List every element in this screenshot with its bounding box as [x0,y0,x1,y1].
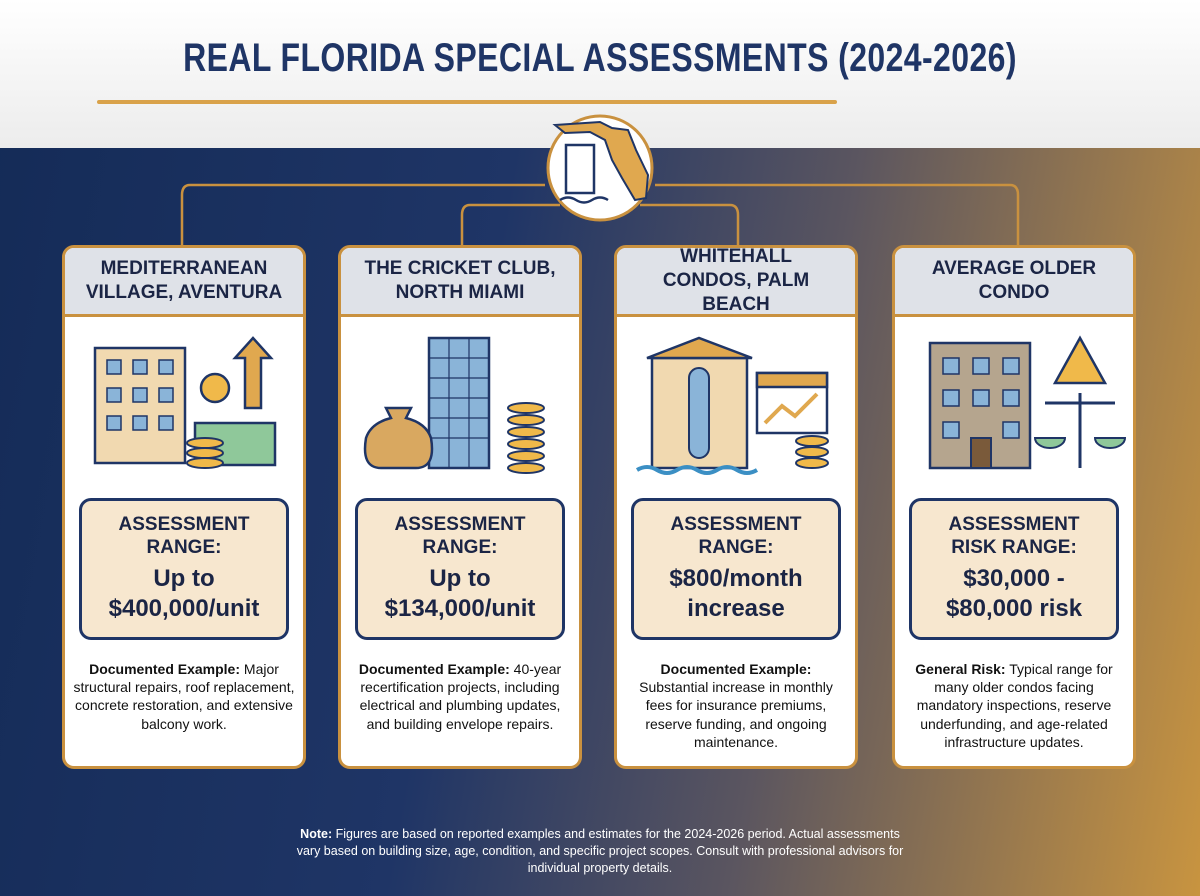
card: WHITEHALL CONDOS, PALM BEACH ASSESSMENT R… [614,245,858,769]
card-name: AVERAGE OLDER CONDO [895,248,1133,317]
range-value: $800/month increase [669,564,803,622]
card-icon [928,335,1127,470]
card-icon [635,336,829,475]
example-label: Documented Example: [358,661,510,677]
range-box: ASSESSMENT RANGE: Up to $134,000/unit [355,498,565,640]
range-label: ASSESSMENT RISK RANGE: [948,514,1080,558]
range-value: Up to $134,000/unit [384,564,536,622]
card-name: THE CRICKET CLUB, NORTH MIAMI [341,248,579,317]
card-name: WHITEHALL CONDOS, PALM BEACH [617,248,855,317]
card: MEDITERRANEAN VILLAGE, AVENTURA ASSESSMEN… [62,245,306,769]
range-label: ASSESSMENT RANGE: [670,514,802,558]
card-icon [93,336,277,469]
example: Documented Example: Major structural rep… [73,660,295,733]
logo-building [564,143,596,195]
example-label: General Risk: [915,661,1006,677]
note-label: Note: [300,827,333,841]
connector [180,183,1020,245]
card-icon [363,336,545,474]
note: Note: Figures are based on reported exam… [290,826,910,877]
example-text: Major structural repairs, roof replaceme… [73,661,295,732]
card: THE CRICKET CLUB, NORTH MIAMI ASSESSMENT … [338,245,582,769]
example: Documented Example: Substantial increase… [625,660,847,751]
example: Documented Example: 40-year recertificat… [349,660,571,733]
title-underline [97,100,837,104]
range-box: ASSESSMENT RANGE: $800/month increase [631,498,841,640]
example-text: 40-year recertification projects, includ… [359,661,562,732]
range-value: $30,000 - $80,000 risk [945,564,1083,622]
title: REAL FLORIDA SPECIAL ASSESSMENTS (2024-2… [183,36,1017,80]
card-name: MEDITERRANEAN VILLAGE, AVENTURA [65,248,303,317]
example-label: Documented Example: [89,661,241,677]
range-box: ASSESSMENT RISK RANGE: $30,000 - $80,000 … [909,498,1119,640]
example-label: Documented Example: [660,661,812,677]
florida-map [552,120,650,202]
example: General Risk: Typical range for many old… [903,660,1125,751]
range-label: ASSESSMENT RANGE: [394,514,526,558]
note-text: Figures are based on reported examples a… [296,827,904,875]
example-text: Substantial increase in monthly fees for… [639,679,833,750]
example-text: Typical range for many older condos faci… [916,661,1113,750]
range-box: ASSESSMENT RANGE: Up to $400,000/unit [79,498,289,640]
range-value: Up to $400,000/unit [108,564,260,622]
card: AVERAGE OLDER CONDO ASSESSMENT RISK RANGE… [892,245,1136,769]
logo-water [559,196,609,204]
range-label: ASSESSMENT RANGE: [118,514,250,558]
